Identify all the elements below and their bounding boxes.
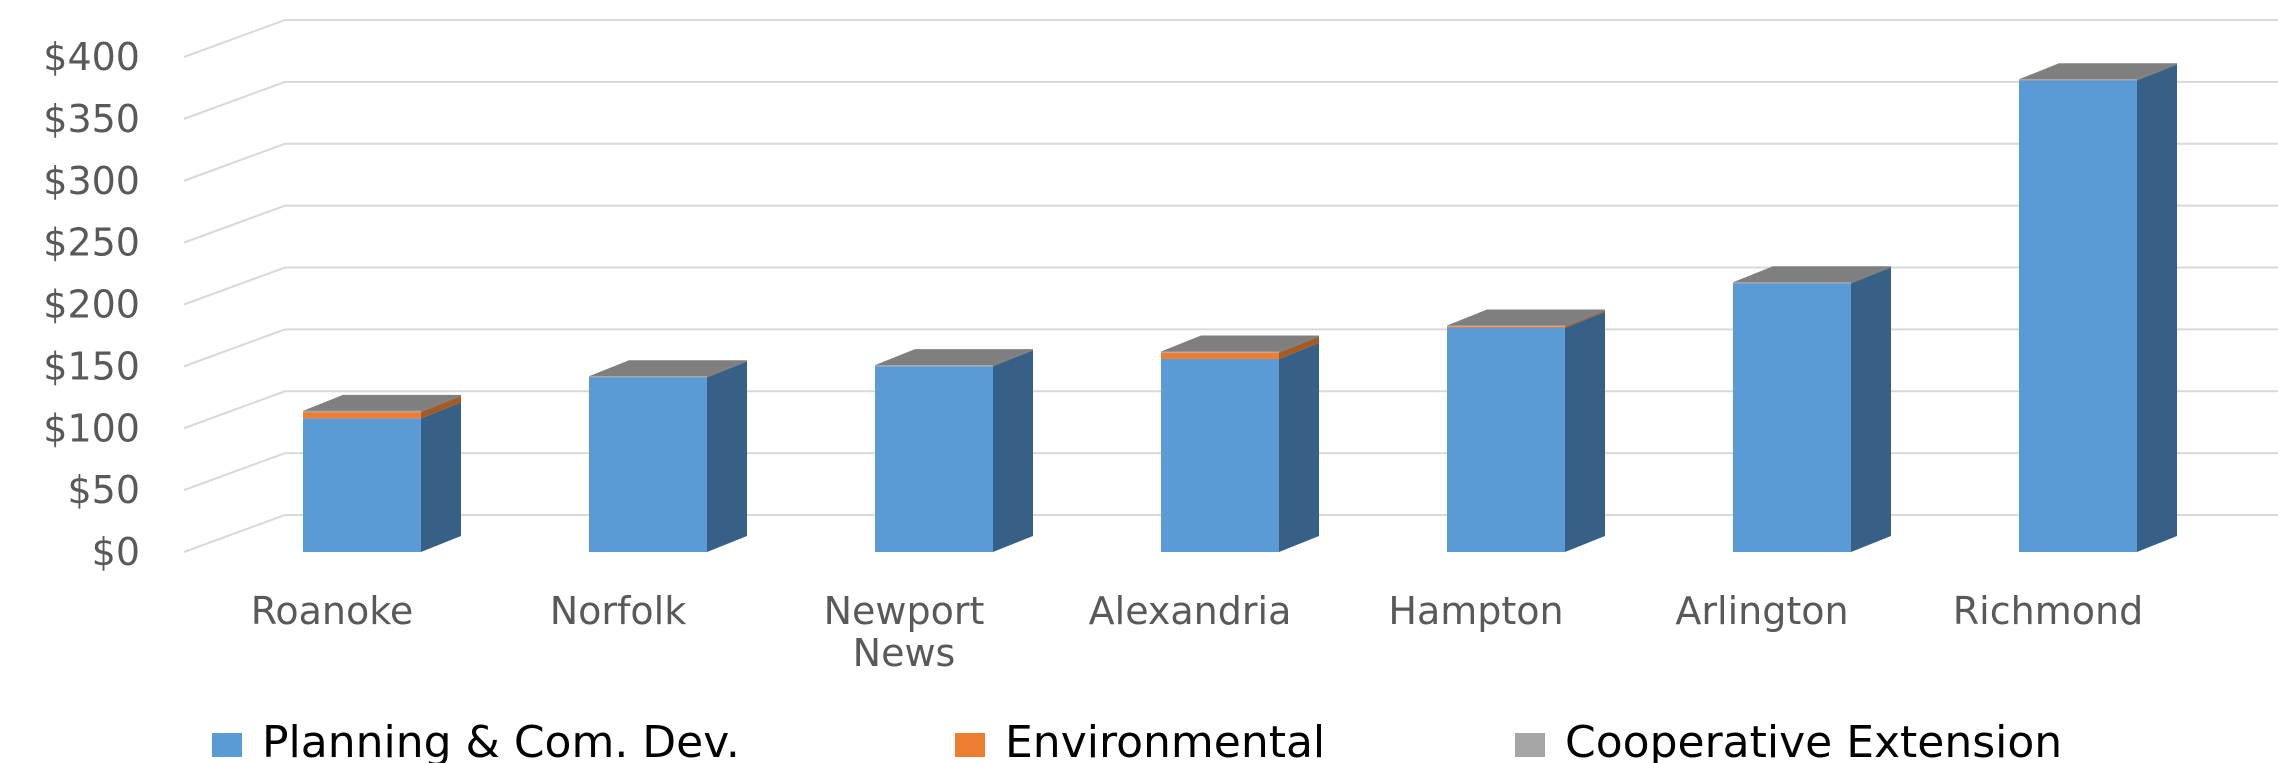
legend-item: Cooperative Extension xyxy=(1515,717,2062,763)
bar-segment-front xyxy=(1447,326,1565,329)
legend: Planning & Com. Dev. Environmental Coopera… xyxy=(212,717,2062,763)
y-tick-label: $250 xyxy=(43,221,140,265)
bar-segment-front xyxy=(875,365,993,367)
x-tick-label: Roanoke xyxy=(251,589,414,633)
bar-segment-side xyxy=(1565,312,1605,552)
gridline xyxy=(183,266,2278,306)
bar-top xyxy=(1161,335,1319,352)
x-tick-label: Arlington xyxy=(1675,589,1848,633)
legend-swatch xyxy=(212,733,242,757)
bar-segment-front xyxy=(1733,282,1851,284)
bar-column xyxy=(2019,63,2177,552)
bar-segment-side xyxy=(1851,267,1891,552)
legend-item: Planning & Com. Dev. xyxy=(212,717,740,763)
bar-column xyxy=(589,360,747,552)
x-tick-label: Hampton xyxy=(1388,589,1563,633)
bar-segment-side xyxy=(993,349,1033,367)
y-tick-label: $100 xyxy=(43,406,140,450)
bar-segment-front xyxy=(589,376,707,378)
bar-segment-side xyxy=(1565,310,1605,329)
bar-segment-side xyxy=(993,350,1033,552)
bar-column xyxy=(1447,309,1605,552)
bar-segment-side xyxy=(707,360,747,378)
y-tick-label: $150 xyxy=(43,344,140,388)
y-tick-label: $350 xyxy=(43,97,140,141)
bar-segment-side xyxy=(1279,342,1319,552)
bar-top xyxy=(875,349,1033,366)
bar-segment-front xyxy=(1161,352,1279,359)
bar-segment-side xyxy=(421,394,461,413)
bar-top xyxy=(2019,63,2177,80)
bar-segment-side xyxy=(1851,266,1891,284)
bar-segment-front xyxy=(589,377,707,552)
bar-top xyxy=(303,394,461,411)
gridline xyxy=(183,142,2278,182)
bar-segment-front xyxy=(2019,80,2137,552)
bar-segment-front xyxy=(1447,325,1565,327)
y-tick-label: $400 xyxy=(43,35,140,79)
bar-segment-front xyxy=(1161,351,1279,353)
bar-segment-front xyxy=(1161,358,1279,552)
bar-segment-side xyxy=(2137,64,2177,552)
x-tick-label: Norfolk xyxy=(550,589,687,633)
bar-segment-side xyxy=(421,396,461,419)
y-axis: $0 $50 $100 $150 $200 $250 $300 $350 $400 xyxy=(43,35,140,574)
bar-top xyxy=(589,360,747,377)
bar-column xyxy=(1161,335,1319,552)
bar-segment-side xyxy=(1565,309,1605,327)
gridline xyxy=(183,390,2278,430)
bar-segment-side xyxy=(1279,335,1319,353)
gridline xyxy=(183,328,2278,368)
bar-column xyxy=(1733,266,1891,552)
bar-column xyxy=(875,349,1033,552)
legend-label: Cooperative Extension xyxy=(1565,717,2062,763)
x-tick-label: Newport xyxy=(824,589,985,633)
gridline xyxy=(183,19,2278,58)
bar-segment-side xyxy=(421,402,461,552)
bar-segment-front xyxy=(2019,79,2137,81)
legend-label: Environmental xyxy=(1005,717,1325,763)
bar-segment-side xyxy=(1279,336,1319,359)
bar-segment-front xyxy=(1447,328,1565,552)
y-tick-label: $0 xyxy=(92,530,140,574)
bar-segment-front xyxy=(875,366,993,552)
bar-segment-side xyxy=(2137,63,2177,81)
gridline xyxy=(183,514,2278,553)
x-tick-label: News xyxy=(853,631,956,675)
bar-segment-front xyxy=(303,410,421,413)
bar-column xyxy=(303,394,461,552)
bar-segment-side xyxy=(707,361,747,552)
legend-swatch xyxy=(1515,733,1545,757)
x-tick-label: Richmond xyxy=(1953,589,2143,633)
gridline xyxy=(183,452,2278,492)
bar-segment-front xyxy=(303,418,421,552)
y-tick-label: $300 xyxy=(43,159,140,203)
legend-swatch xyxy=(955,733,985,757)
gridline xyxy=(183,204,2278,244)
legend-label: Planning & Com. Dev. xyxy=(262,717,740,763)
x-tick-label: Alexandria xyxy=(1089,589,1292,633)
y-tick-label: $50 xyxy=(67,468,140,512)
bars xyxy=(303,63,2177,552)
gridline xyxy=(183,80,2278,120)
y-tick-label: $200 xyxy=(43,283,140,327)
gridlines xyxy=(183,19,2278,553)
bar-segment-front xyxy=(303,412,421,419)
bar-top xyxy=(1733,266,1891,283)
bar-top xyxy=(1447,309,1605,326)
bar-segment-front xyxy=(1733,283,1851,552)
legend-item: Environmental xyxy=(955,717,1325,763)
